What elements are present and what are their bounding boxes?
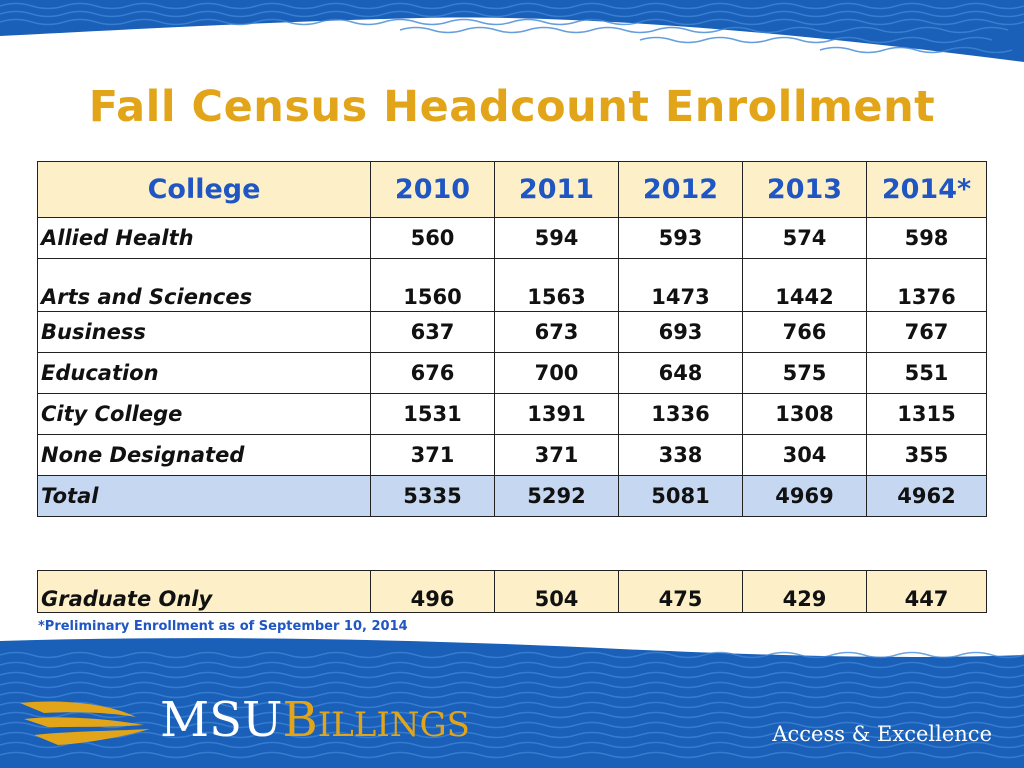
- cell-value: 1391: [494, 393, 619, 435]
- table-row-none-designated: None Designated 371 371 338 304 355: [37, 434, 987, 476]
- slide-title: Fall Census Headcount Enrollment: [88, 82, 936, 132]
- table-row-graduate-only: Graduate Only 496 504 475 429 447: [37, 570, 987, 613]
- cell-value: 371: [494, 434, 619, 476]
- column-header-2011: 2011: [494, 161, 619, 218]
- cell-value: 693: [618, 311, 743, 353]
- column-header-college: College: [37, 161, 371, 218]
- brand-msu: MSU: [160, 692, 283, 748]
- cell-value: 1560: [370, 258, 495, 312]
- table-row-arts-and-sciences: Arts and Sciences 1560 1563 1473 1442 13…: [37, 258, 987, 312]
- column-header-2014: 2014*: [866, 161, 987, 218]
- cell-value: 4969: [742, 475, 867, 517]
- cell-value: 355: [866, 434, 987, 476]
- table-row-allied-health: Allied Health 560 594 593 574 598: [37, 217, 987, 259]
- cell-value: 575: [742, 352, 867, 394]
- graduate-table: Graduate Only 496 504 475 429 447: [37, 570, 987, 613]
- footnote: *Preliminary Enrollment as of September …: [38, 619, 408, 634]
- column-header-2013: 2013: [742, 161, 867, 218]
- row-label: Graduate Only: [37, 570, 371, 613]
- cell-value: 1315: [866, 393, 987, 435]
- cell-value: 1473: [618, 258, 743, 312]
- cell-value: 304: [742, 434, 867, 476]
- column-header-2010: 2010: [370, 161, 495, 218]
- cell-value: 5081: [618, 475, 743, 517]
- cell-value: 574: [742, 217, 867, 259]
- top-wave-banner: [0, 0, 1024, 80]
- brand-billings: Billings: [282, 692, 470, 748]
- cell-value: 4962: [866, 475, 987, 517]
- cell-value: 338: [618, 434, 743, 476]
- cell-value: 447: [866, 570, 987, 613]
- cell-value: 766: [742, 311, 867, 353]
- cell-value: 1442: [742, 258, 867, 312]
- row-label: Education: [37, 352, 371, 394]
- row-label: Arts and Sciences: [37, 258, 371, 312]
- row-label: Business: [37, 311, 371, 353]
- cell-value: 551: [866, 352, 987, 394]
- cell-value: 5335: [370, 475, 495, 517]
- cell-value: 1563: [494, 258, 619, 312]
- cell-value: 560: [370, 217, 495, 259]
- cell-value: 594: [494, 217, 619, 259]
- cell-value: 429: [742, 570, 867, 613]
- table-row-education: Education 676 700 648 575 551: [37, 352, 987, 394]
- cell-value: 1336: [618, 393, 743, 435]
- cell-value: 1531: [370, 393, 495, 435]
- table-row-city-college: City College 1531 1391 1336 1308 1315: [37, 393, 987, 435]
- bottom-wave-banner: [0, 638, 1024, 768]
- row-label: None Designated: [37, 434, 371, 476]
- brand-wordmark: MSUBillings: [160, 690, 470, 761]
- column-header-2012: 2012: [618, 161, 743, 218]
- cell-value: 5292: [494, 475, 619, 517]
- cell-value: 767: [866, 311, 987, 353]
- row-label: Total: [37, 475, 371, 517]
- table-header-row: College 2010 2011 2012 2013 2014*: [37, 161, 987, 218]
- cell-value: 648: [618, 352, 743, 394]
- cell-value: 593: [618, 217, 743, 259]
- table-row-business: Business 637 673 693 766 767: [37, 311, 987, 353]
- enrollment-table: College 2010 2011 2012 2013 2014* Allied…: [37, 161, 987, 517]
- cell-value: 475: [618, 570, 743, 613]
- cell-value: 504: [494, 570, 619, 613]
- row-label: City College: [37, 393, 371, 435]
- cell-value: 637: [370, 311, 495, 353]
- cell-value: 1376: [866, 258, 987, 312]
- cell-value: 371: [370, 434, 495, 476]
- cell-value: 673: [494, 311, 619, 353]
- cell-value: 1308: [742, 393, 867, 435]
- row-label: Allied Health: [37, 217, 371, 259]
- brand-tagline: Access & Excellence: [772, 722, 992, 746]
- cell-value: 598: [866, 217, 987, 259]
- table-row-total: Total 5335 5292 5081 4969 4962: [37, 475, 987, 517]
- cell-value: 700: [494, 352, 619, 394]
- cell-value: 676: [370, 352, 495, 394]
- msu-wing-logo-icon: [20, 701, 150, 745]
- cell-value: 496: [370, 570, 495, 613]
